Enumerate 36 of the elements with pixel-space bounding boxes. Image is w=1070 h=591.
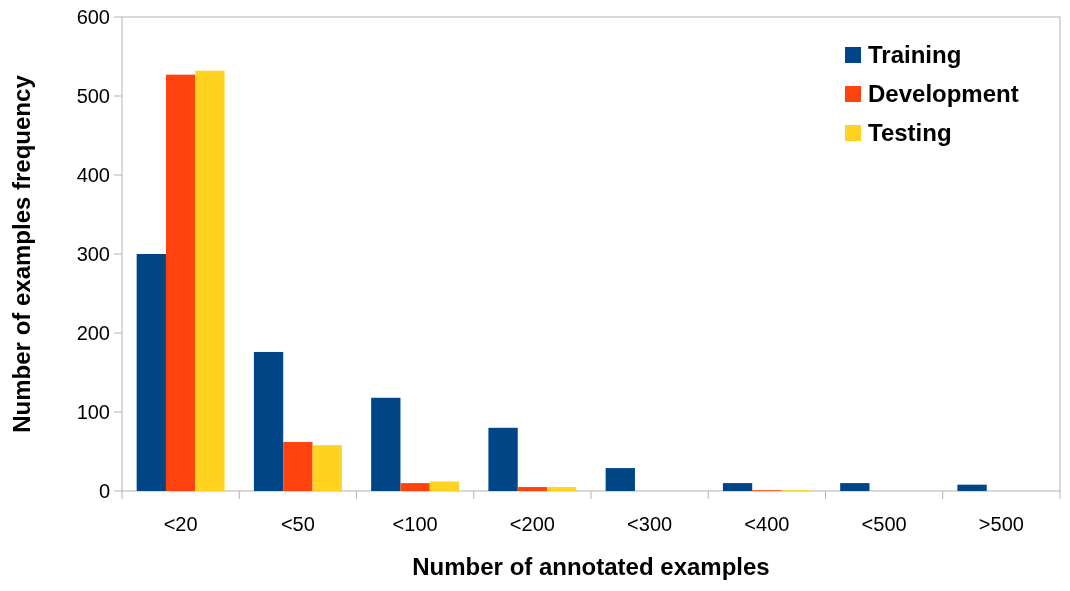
bar — [400, 483, 430, 491]
x-tick-label: >500 — [978, 513, 1024, 535]
y-tick-label: 200 — [76, 322, 110, 344]
bar — [605, 468, 635, 491]
bar — [312, 445, 342, 491]
bar — [253, 351, 284, 491]
x-tick-label: <50 — [280, 513, 315, 535]
bar — [429, 481, 460, 491]
y-tick-label: 600 — [76, 6, 110, 28]
bar — [165, 74, 196, 491]
bar — [488, 427, 518, 491]
bar — [136, 254, 166, 491]
x-tick-label: <500 — [861, 513, 907, 535]
bar — [547, 487, 577, 491]
legend-label: Development — [868, 80, 1019, 108]
bar — [371, 397, 401, 491]
y-tick-label: 100 — [76, 401, 110, 423]
x-tick-label: <400 — [744, 513, 790, 535]
y-axis-title: Number of examples frequency — [8, 74, 35, 433]
legend-label: Testing — [868, 119, 952, 147]
legend-label: Training — [868, 41, 962, 69]
bar — [195, 70, 225, 491]
bar — [283, 442, 313, 491]
y-tick-label: 0 — [98, 480, 110, 502]
y-tick-label: 500 — [76, 85, 110, 107]
x-tick-label: <300 — [627, 513, 673, 535]
x-axis-title: Number of annotated examples — [412, 553, 770, 580]
y-tick-label: 400 — [76, 164, 110, 186]
x-tick-label: <20 — [163, 513, 198, 535]
bar — [957, 484, 987, 491]
y-tick-label: 300 — [76, 243, 110, 265]
bar — [840, 483, 870, 491]
x-tick-label: <200 — [509, 513, 555, 535]
x-tick-label: <100 — [392, 513, 438, 535]
bar — [722, 483, 753, 491]
bar — [517, 487, 548, 491]
